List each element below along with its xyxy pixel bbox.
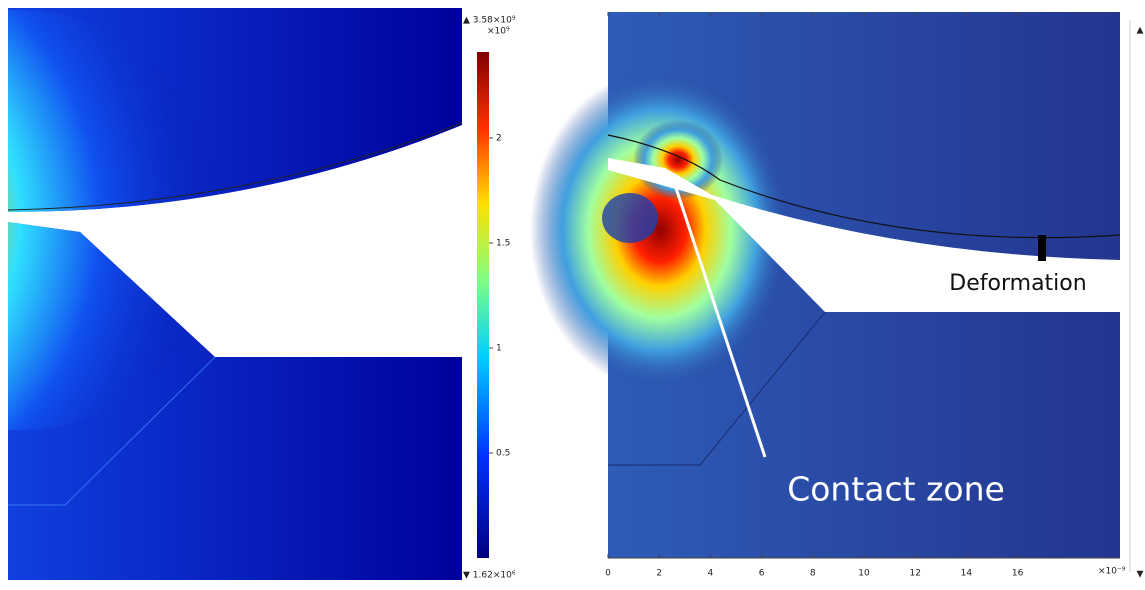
figure: ▲ ▼ ▲ 3.58×10⁹ ×10⁹ ▼ 1.62×10⁶ ×10⁻⁹ Def…: [0, 0, 1145, 586]
contact-zone-label: Contact zone: [787, 470, 1005, 509]
x-tick-label: 0: [605, 569, 611, 579]
x-tick-label: 2: [656, 569, 662, 579]
x-multiplier: ×10⁻⁹: [1098, 567, 1126, 577]
x-tick-label: 12: [909, 569, 920, 579]
x-tick-label: 10: [858, 569, 870, 579]
colorbar-tick-label: 0.5: [496, 449, 510, 459]
colorbar-tick-label: 1.5: [496, 239, 510, 249]
x-tick-label: 4: [708, 569, 714, 579]
colorbar: [477, 52, 489, 558]
colorbar-min: ▼ 1.62×10⁶: [463, 571, 516, 581]
left-field: [0, 8, 462, 580]
deformation-label: Deformation: [949, 271, 1086, 296]
x-tick-label: 6: [759, 569, 765, 579]
colorbar-tick-label: 1: [496, 344, 502, 354]
colorbar-tick-label: 2: [496, 134, 502, 144]
svg-text:▲: ▲: [1137, 26, 1144, 36]
x-tick-label: 14: [961, 569, 973, 579]
x-tick-label: 8: [810, 569, 816, 579]
x-tick-label: 16: [1012, 569, 1024, 579]
svg-text:▼: ▼: [1137, 570, 1144, 580]
colorbar-multiplier: ×10⁹: [487, 27, 510, 37]
colorbar-max: ▲ 3.58×10⁹: [463, 16, 516, 26]
